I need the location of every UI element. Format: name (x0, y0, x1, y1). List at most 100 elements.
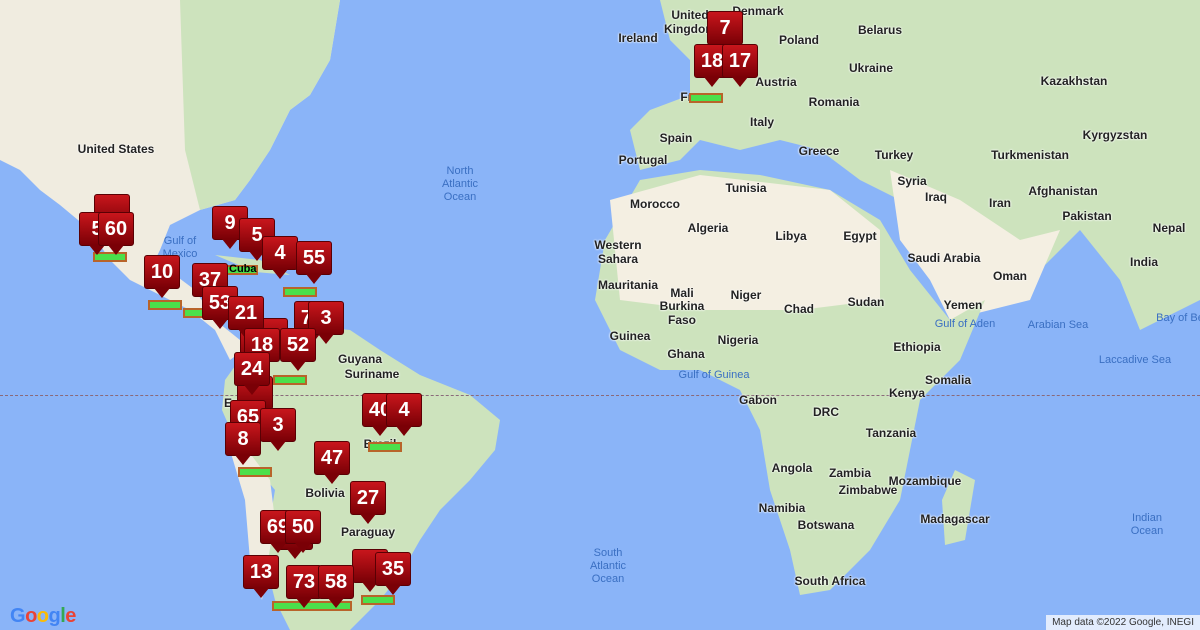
map-marker[interactable]: 3 (308, 301, 344, 345)
map-marker[interactable]: 35 (375, 552, 411, 596)
label-burkina-faso: Burkina Faso (659, 299, 705, 327)
label-suriname: Suriname (344, 367, 400, 381)
marker-count: 47 (314, 441, 350, 475)
country-highlight-brazil (368, 442, 402, 452)
label-united-kingdom: United Kingdom (664, 8, 716, 36)
label-ghana: Ghana (667, 347, 705, 361)
label-bay-of-bengal: Bay of Be (1156, 312, 1200, 324)
marker-pin-tip (253, 588, 269, 598)
label-united-states: United States (77, 142, 155, 156)
label-ethiopia: Ethiopia (893, 340, 941, 354)
marker-pin-tip (385, 585, 401, 595)
marker-pin-tip (270, 441, 286, 451)
label-portugal: Portugal (618, 153, 668, 167)
label-kyrgyzstan: Kyrgyzstan (1082, 128, 1148, 142)
map-marker[interactable]: 27 (350, 481, 386, 525)
marker-count: 7 (707, 11, 743, 45)
label-madagascar: Madagascar (920, 512, 990, 526)
map-marker[interactable]: 8 (225, 422, 261, 466)
label-gulf-of-guinea: Gulf of Guinea (678, 369, 750, 381)
marker-count: 55 (296, 241, 332, 275)
label-pakistan: Pakistan (1062, 209, 1112, 223)
google-logo: Google (10, 605, 76, 627)
label-laccadive-sea: Laccadive Sea (1098, 354, 1172, 366)
marker-pin-tip (328, 598, 344, 608)
map-marker[interactable]: 13 (243, 555, 279, 599)
label-chad: Chad (784, 302, 814, 316)
marker-count: 73 (286, 565, 322, 599)
country-highlight-peru (238, 467, 272, 477)
marker-pin-tip (270, 543, 286, 553)
marker-pin-tip (154, 288, 170, 298)
label-nigeria: Nigeria (717, 333, 759, 347)
marker-count: 13 (243, 555, 279, 589)
equator-line (0, 395, 1200, 396)
label-angola: Angola (771, 461, 813, 475)
label-libya: Libya (775, 229, 807, 243)
map-marker[interactable]: 3 (260, 408, 296, 452)
label-western-sahara: Western Sahara (594, 238, 642, 266)
map-marker[interactable]: 52 (280, 328, 316, 372)
label-kenya: Kenya (888, 386, 926, 400)
marker-count: 53 (202, 286, 238, 320)
label-turkey: Turkey (874, 148, 914, 162)
label-zambia: Zambia (828, 466, 872, 480)
country-highlight-argentina (272, 601, 352, 611)
label-indian-ocean: Indian Ocean (1130, 512, 1164, 537)
label-kazakhstan: Kazakhstan (1040, 74, 1108, 88)
marker-count: 35 (375, 552, 411, 586)
label-mauritania: Mauritania (597, 278, 659, 292)
map-marker[interactable]: 47 (314, 441, 350, 485)
label-india: India (1129, 255, 1159, 269)
label-sudan: Sudan (847, 295, 885, 309)
label-drc: DRC (813, 405, 839, 419)
label-mozambique: Mozambique (888, 474, 962, 488)
label-syria: Syria (897, 174, 927, 188)
marker-pin-tip (222, 239, 238, 249)
marker-pin-tip (272, 269, 288, 279)
label-south-africa: South Africa (794, 574, 866, 588)
marker-count: 10 (144, 255, 180, 289)
map-marker[interactable]: 4 (386, 393, 422, 437)
map-marker[interactable]: 60 (98, 212, 134, 256)
marker-pin-tip (296, 598, 312, 608)
label-guinea: Guinea (609, 329, 651, 343)
marker-pin-tip (360, 514, 376, 524)
map-marker[interactable]: 17 (722, 44, 758, 88)
map-marker[interactable]: 10 (144, 255, 180, 299)
marker-pin-tip (324, 474, 340, 484)
marker-pin-tip (396, 426, 412, 436)
marker-count: 52 (280, 328, 316, 362)
label-ireland: Ireland (618, 31, 658, 45)
marker-count: 50 (285, 510, 321, 544)
label-nepal: Nepal (1152, 221, 1186, 235)
label-north-atlantic-ocean: North Atlantic Ocean (441, 165, 479, 203)
map-marker[interactable]: 53 (202, 286, 238, 330)
label-romania: Romania (808, 95, 860, 109)
label-egypt: Egypt (843, 229, 877, 243)
label-denmark: Denmark (732, 4, 784, 18)
marker-pin-tip (295, 543, 311, 553)
marker-count: 60 (98, 212, 134, 246)
label-gabon: Gabon (739, 393, 777, 407)
marker-count: 4 (262, 236, 298, 270)
marker-pin-tip (318, 334, 334, 344)
marker-count: 21 (228, 296, 264, 330)
marker-count: 4 (386, 393, 422, 427)
marker-count: 3 (260, 408, 296, 442)
map-marker[interactable]: 55 (296, 241, 332, 285)
marker-pin-tip (306, 274, 322, 284)
map-attribution[interactable]: Map data ©2022 Google, INEGI (1046, 615, 1200, 630)
map-marker[interactable]: 73 (286, 565, 322, 609)
map-marker[interactable]: 58 (318, 565, 354, 609)
map-marker[interactable]: 4 (262, 236, 298, 280)
label-tunisia: Tunisia (725, 181, 767, 195)
label-oman: Oman (992, 269, 1028, 283)
map-marker[interactable]: 24 (234, 352, 270, 396)
map-marker[interactable]: 7 (707, 11, 743, 55)
marker-pin-tip (108, 245, 124, 255)
map-marker[interactable]: 50 (285, 510, 321, 554)
label-turkmenistan: Turkmenistan (991, 148, 1069, 162)
